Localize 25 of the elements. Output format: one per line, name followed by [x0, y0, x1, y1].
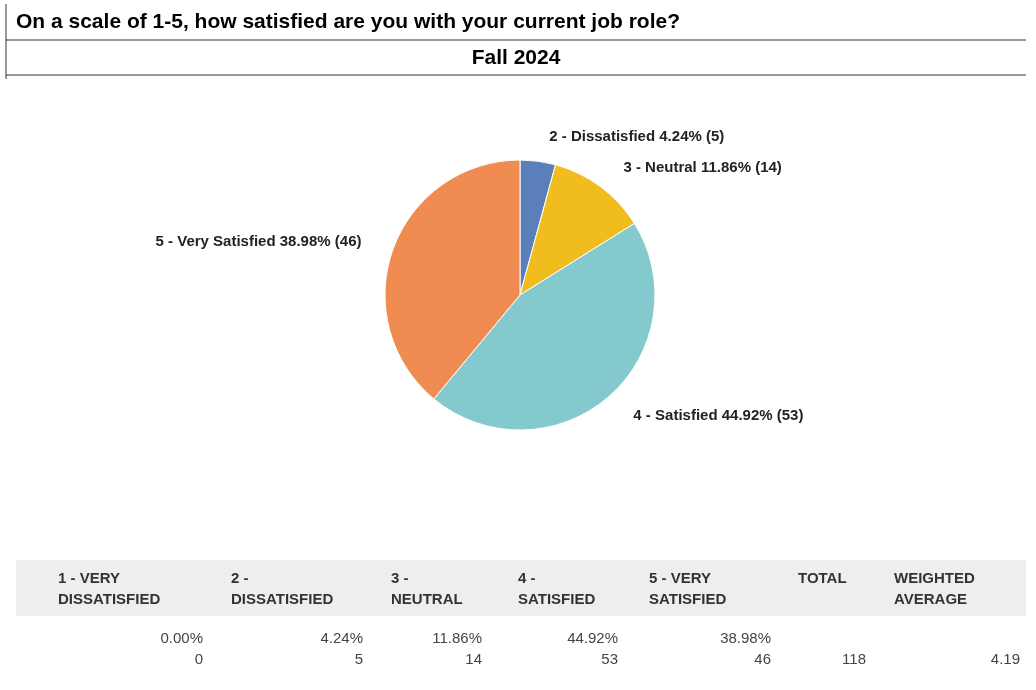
text: 5	[354, 650, 363, 667]
text: 5 - VERY SATISFIED	[649, 569, 727, 607]
text: 14	[465, 650, 482, 667]
slice-label: 4 - Satisfied 44.92% (53)	[633, 406, 804, 424]
text: 53	[601, 650, 618, 667]
text: 2 - DISSATISFIED	[231, 569, 334, 607]
text: 4.19	[990, 650, 1020, 667]
text: 46	[754, 650, 771, 667]
text: 3 - NEUTRAL	[391, 569, 463, 607]
text: 44.92%	[567, 629, 618, 646]
text: TOTAL	[798, 569, 847, 586]
text: 4 - SATISFIED	[518, 569, 596, 607]
slice-label: 2 - Dissatisfied 4.24% (5)	[549, 127, 725, 145]
text: 0	[194, 650, 203, 667]
text: 38.98%	[720, 629, 771, 646]
slice-label: 3 - Neutral 11.86% (14)	[623, 157, 782, 175]
text: 1 - VERY DISSATISFIED	[58, 569, 161, 607]
text: 0.00%	[160, 629, 203, 646]
text: 4.24%	[320, 629, 363, 646]
chart-title: On a scale of 1-5, how satisfied are you with your current job role?	[16, 9, 680, 32]
slice-label: 5 - Very Satisfied 38.98% (46)	[155, 231, 362, 249]
chart-subtitle: Fall 2024	[471, 45, 561, 68]
text: 11.86%	[432, 629, 482, 646]
text: WEIGHTED AVERAGE	[894, 569, 975, 607]
text: 118	[842, 650, 866, 667]
